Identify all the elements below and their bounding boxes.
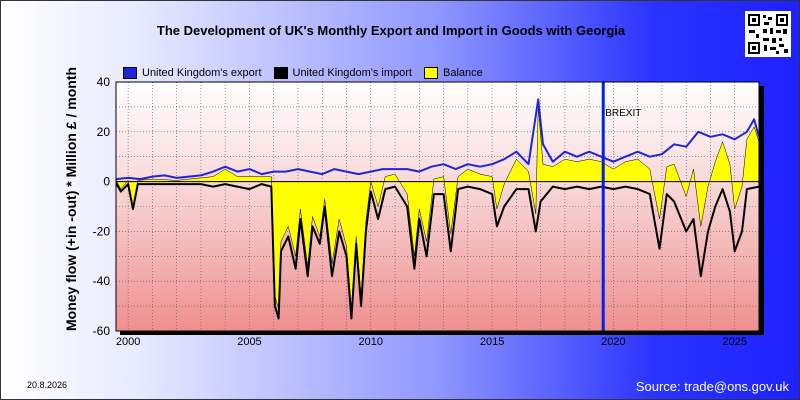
legend-item-balance: Balance: [424, 67, 483, 79]
x-tick-label: 2010: [359, 336, 383, 348]
series-layer: [116, 98, 759, 320]
series-balance-area: [116, 106, 759, 309]
y-tick-label: -40: [93, 274, 111, 288]
y-tick-label: -20: [93, 224, 111, 238]
legend-item-import: United Kingdom's import: [273, 67, 413, 79]
axes: -60 -40 -20 0 20 40 2000 2005 2010 2015 2020 2025: [93, 75, 747, 348]
legend: United Kingdom's export United Kingdom's…: [123, 65, 483, 81]
legend-swatch-export: [123, 67, 137, 79]
qr-code: [745, 11, 791, 57]
legend-label-import: United Kingdom's import: [292, 67, 413, 79]
brexit-marker-label: BREXIT: [605, 108, 641, 119]
source-credit: Source: trade@ons.gov.uk: [635, 379, 789, 394]
plot-shadow-right: [759, 86, 764, 335]
legend-label-balance: Balance: [443, 67, 483, 79]
legend-swatch-balance: [424, 67, 438, 79]
x-tick-label: 2020: [601, 336, 625, 348]
date-stamp: 20.8.2026: [27, 380, 68, 390]
x-tick-label: 2005: [237, 336, 261, 348]
series-import-line: [116, 182, 759, 320]
y-tick-label: 40: [97, 75, 111, 89]
x-tick-label: 2015: [480, 336, 504, 348]
chart-title: The Development of UK's Monthly Export a…: [156, 23, 626, 38]
legend-swatch-import: [273, 67, 288, 79]
legend-label-export: United Kingdom's export: [142, 67, 262, 79]
marker-layer: BREXIT: [601, 82, 641, 331]
y-tick-label: 20: [97, 125, 111, 139]
plot-shadow-bottom: [120, 331, 764, 335]
series-export-line: [116, 98, 759, 181]
x-tick-label: 2000: [116, 336, 140, 348]
y-tick-label: -60: [93, 324, 111, 338]
legend-item-export: United Kingdom's export: [123, 67, 262, 79]
x-tick-label: 2025: [722, 336, 746, 348]
grid: [116, 82, 760, 331]
y-tick-label: 0: [103, 175, 110, 189]
